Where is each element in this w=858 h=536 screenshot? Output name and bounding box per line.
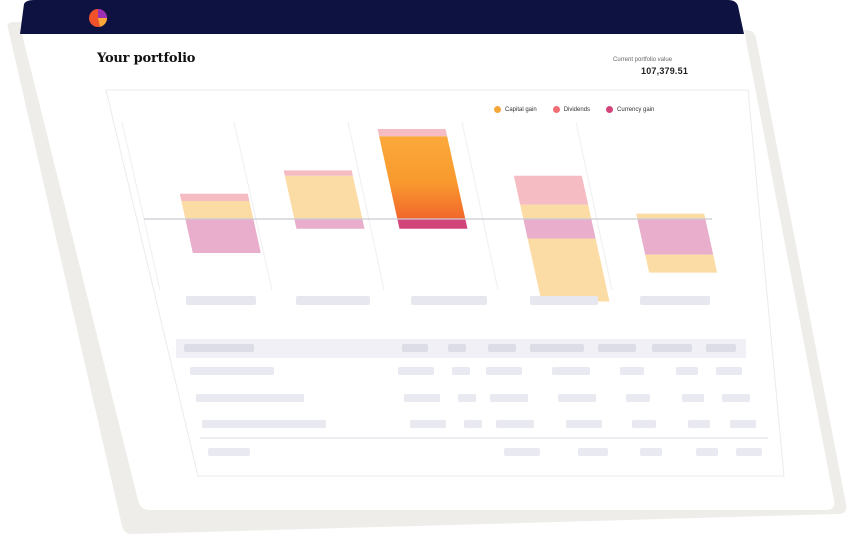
page-title: Your portfolio xyxy=(97,51,196,66)
legend-item-currency-gain[interactable]: Currency gain xyxy=(606,106,654,113)
bar-segment-negative xyxy=(527,238,610,302)
bar-segment-positive xyxy=(179,193,250,201)
chart-gridlines xyxy=(121,121,613,291)
chart-legend: Capital gain Dividends Currency gain xyxy=(494,106,654,113)
table-header-cells xyxy=(184,344,736,352)
legend-swatch xyxy=(552,106,560,113)
bar-segment-positive xyxy=(377,129,448,137)
table-row[interactable] xyxy=(190,367,742,375)
table-row[interactable] xyxy=(196,394,750,402)
x-axis-labels xyxy=(186,296,710,305)
bar-segment-negative xyxy=(523,219,596,239)
table-rows xyxy=(190,367,756,428)
bar-segment-positive xyxy=(520,204,592,219)
bar-segment-positive xyxy=(283,170,353,176)
bar-segment-negative xyxy=(397,219,468,229)
bar-segment-positive xyxy=(181,201,254,219)
bar-segment-negative xyxy=(637,219,714,255)
x-label-placeholder xyxy=(530,296,598,305)
logo-icon xyxy=(89,9,108,27)
chart-bars xyxy=(179,129,718,302)
portfolio-value-label: Current portfolio value xyxy=(613,57,673,63)
table-total-row xyxy=(208,448,762,456)
bar-segment-positive xyxy=(636,213,706,219)
bar-segment-positive xyxy=(284,175,363,219)
legend-label: Currency gain xyxy=(617,106,655,113)
x-label-placeholder xyxy=(186,296,256,305)
legend-swatch xyxy=(606,106,614,113)
x-label-placeholder xyxy=(296,296,370,305)
bar-segment-negative xyxy=(645,254,718,273)
legend-item-capital-gain[interactable]: Capital gain xyxy=(494,106,537,113)
portfolio-value-amount: 107,379.51 xyxy=(641,66,689,76)
bar-segment-negative xyxy=(294,219,365,229)
x-label-placeholder xyxy=(411,296,487,305)
x-label-placeholder xyxy=(640,296,710,305)
navbar xyxy=(20,0,744,34)
bar-segment-negative xyxy=(185,219,261,254)
content-card xyxy=(105,89,785,477)
legend-label: Capital gain xyxy=(505,106,537,113)
legend-label: Dividends xyxy=(563,106,591,113)
bar-segment-positive xyxy=(513,175,589,205)
legend-swatch xyxy=(494,106,501,113)
bar-segment-positive xyxy=(379,136,466,219)
legend-item-dividends[interactable]: Dividends xyxy=(552,106,591,113)
table-row[interactable] xyxy=(202,420,756,428)
